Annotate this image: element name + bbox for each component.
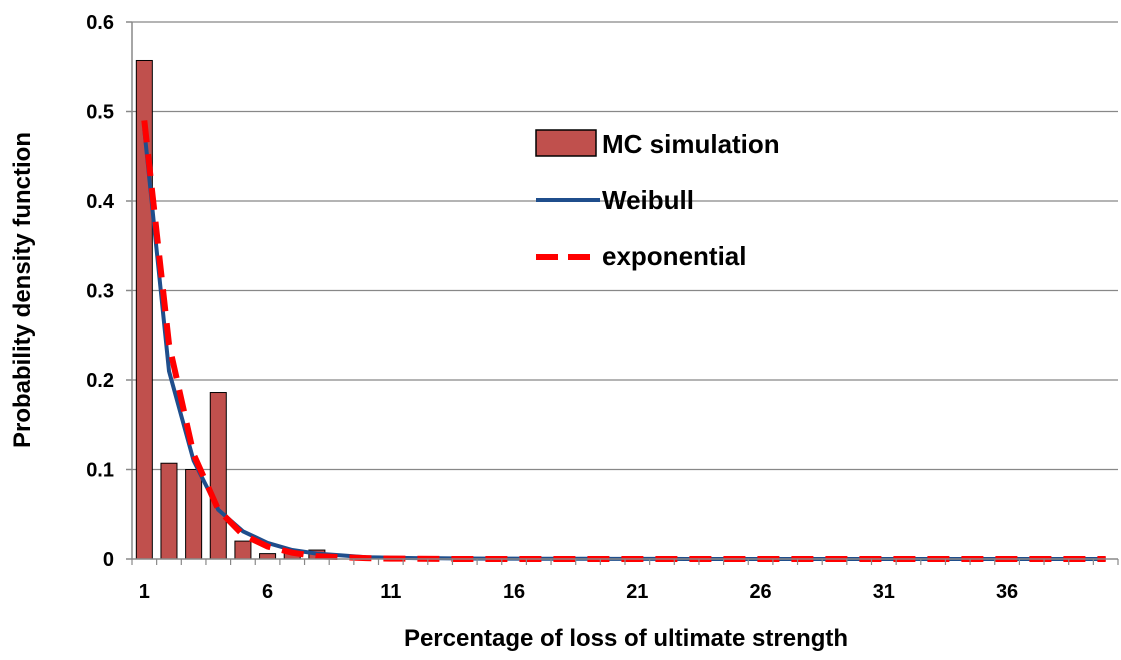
x-tick-label: 11 (380, 581, 401, 603)
legend: MC simulation Weibull exponential (535, 129, 780, 271)
y-tick-label: 0.6 (86, 12, 114, 34)
x-tick-label: 26 (749, 581, 771, 603)
bar-mc-simulation (234, 540, 252, 560)
x-tick-label: 36 (996, 581, 1018, 603)
x-tick-label: 1 (139, 581, 150, 603)
x-tick-labels: 1 6 11 16 21 26 31 36 (139, 581, 1018, 603)
y-tick-label: 0.2 (86, 370, 114, 392)
x-tick-label: 6 (262, 581, 273, 603)
y-tick-label: 0 (103, 549, 114, 571)
y-tick-labels: 0 0.1 0.2 0.3 0.4 0.5 0.6 (86, 12, 115, 571)
bar-mc-simulation (160, 462, 178, 560)
legend-label-exponential: exponential (602, 241, 746, 271)
axes (126, 21, 1119, 565)
x-tick-label: 16 (503, 581, 525, 603)
y-axis-title: Probability density function (9, 132, 36, 448)
legend-swatch-mc-simulation (535, 129, 597, 157)
gridlines (132, 21, 1118, 471)
x-tick-label: 21 (626, 581, 648, 603)
y-tick-label: 0.4 (86, 191, 115, 213)
bar-mc-simulation (259, 553, 277, 560)
y-tick-label: 0.5 (86, 102, 114, 124)
y-tick-label: 0.1 (86, 460, 114, 482)
y-tick-label: 0.3 (86, 281, 114, 303)
bar-mc-simulation (185, 469, 203, 560)
legend-label-mc-simulation: MC simulation (602, 129, 780, 159)
legend-label-weibull: Weibull (602, 185, 694, 215)
bar-mc-simulation (209, 392, 227, 560)
x-axis-title: Percentage of loss of ultimate strength (404, 625, 848, 652)
x-tick-label: 31 (873, 581, 895, 603)
